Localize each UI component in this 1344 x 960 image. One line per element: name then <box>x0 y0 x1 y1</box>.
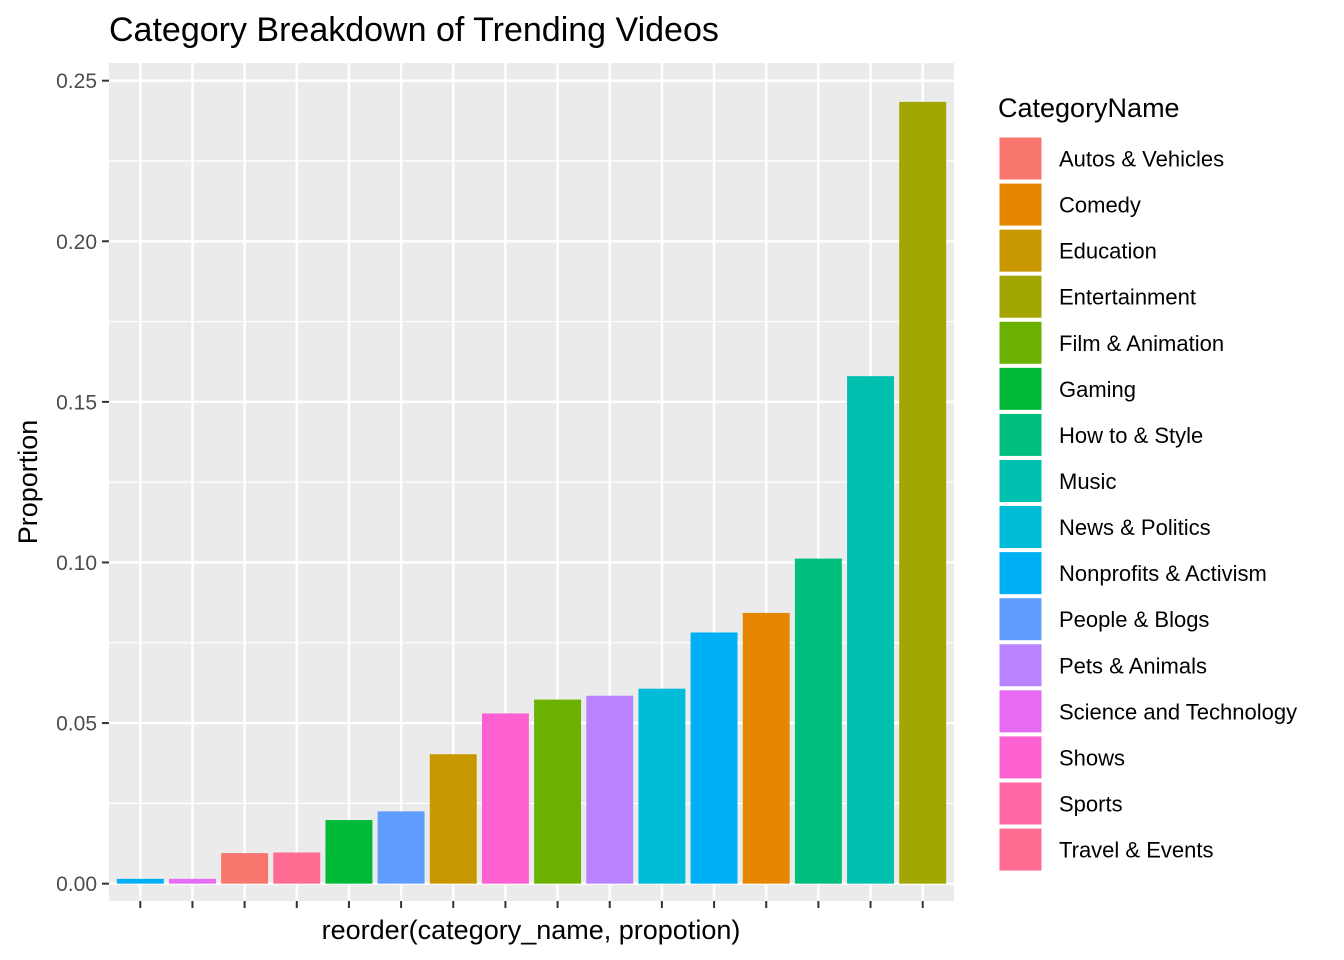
y-tick-label: 0.15 <box>56 391 97 414</box>
y-tick-label: 0.10 <box>56 552 97 575</box>
bar-pets-animals <box>377 811 425 884</box>
legend-key-education <box>998 228 1043 273</box>
legend-key-nonprofits-activism <box>998 551 1043 596</box>
legend-key-autos-vehicles <box>998 136 1043 181</box>
y-tick-label: 0.00 <box>56 873 97 896</box>
bar-how-to-style <box>794 558 842 884</box>
bar-news-politics <box>638 688 686 884</box>
legend-key-entertainment <box>998 274 1043 319</box>
legend-key-how-to-style <box>998 412 1043 457</box>
legend-label: Shows <box>1059 745 1125 770</box>
legend-label: News & Politics <box>1059 515 1211 540</box>
legend-label: Gaming <box>1059 377 1136 402</box>
y-tick-label: 0.25 <box>56 70 97 93</box>
y-axis: 0.00 0.05 0.10 0.15 0.20 0.25 <box>56 70 109 896</box>
bars <box>116 101 947 884</box>
legend-label: Sports <box>1059 791 1123 816</box>
y-tick-label: 0.20 <box>56 231 97 254</box>
legend-key-news-politics <box>998 505 1043 550</box>
legend-label: Travel & Events <box>1059 838 1213 863</box>
legend-key-shows <box>998 735 1043 780</box>
x-axis-title: reorder(category_name, propotion) <box>322 915 741 945</box>
bar-entertainment <box>899 101 947 884</box>
bar-film-animation <box>534 699 582 884</box>
legend-label: How to & Style <box>1059 423 1203 448</box>
legend-label: Comedy <box>1059 193 1141 218</box>
bar-travel-events <box>273 852 321 884</box>
bar-comedy <box>742 612 790 884</box>
bar-people-blogs <box>690 632 738 884</box>
bar-science-and-technology <box>586 695 634 884</box>
y-tick-label: 0.05 <box>56 713 97 736</box>
legend-key-film-animation <box>998 320 1043 365</box>
legend-key-gaming <box>998 366 1043 411</box>
legend-label: Nonprofits & Activism <box>1059 561 1267 586</box>
legend-key-people-blogs <box>998 597 1043 642</box>
chart-title: Category Breakdown of Trending Videos <box>109 11 719 49</box>
x-axis <box>139 901 924 908</box>
legend-label: Entertainment <box>1059 285 1196 310</box>
legend-key-music <box>998 458 1043 503</box>
legend-key-comedy <box>998 182 1043 227</box>
legend-label: Film & Animation <box>1059 331 1224 356</box>
legend-label: Education <box>1059 239 1157 264</box>
legend-title: CategoryName <box>998 93 1180 123</box>
legend-key-pets-animals <box>998 643 1043 688</box>
legend-label: Science and Technology <box>1059 699 1297 724</box>
legend: CategoryName Autos & Vehicles Comedy Educa… <box>998 93 1297 872</box>
bar-sports <box>481 713 529 884</box>
bar-nonprofits-activism <box>116 878 164 884</box>
legend-label: Music <box>1059 469 1116 494</box>
bar-autos-vehicles <box>221 853 269 884</box>
legend-key-science-and-technology <box>998 689 1043 734</box>
y-axis-title: Proportion <box>13 420 43 545</box>
bar-gaming <box>325 820 373 884</box>
legend-key-sports <box>998 781 1043 826</box>
bar-shows <box>168 878 216 884</box>
legend-label: Pets & Animals <box>1059 653 1207 678</box>
bar-education <box>429 754 477 884</box>
legend-key-travel-events <box>998 827 1043 872</box>
legend-label: Autos & Vehicles <box>1059 147 1224 172</box>
legend-label: People & Blogs <box>1059 607 1209 632</box>
bar-music <box>847 376 895 884</box>
